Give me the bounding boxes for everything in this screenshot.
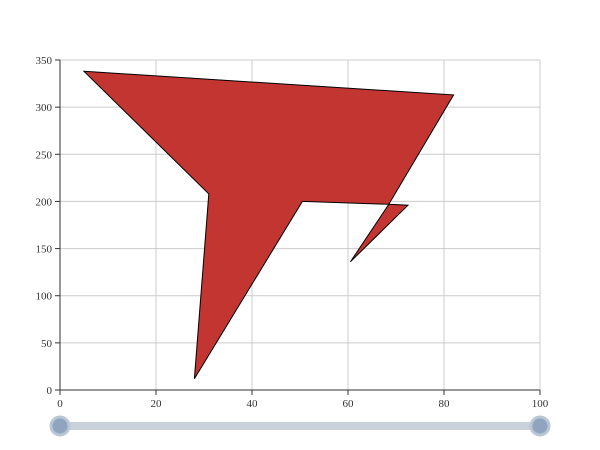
x-tick-label-60: 60 [343, 398, 355, 410]
polygon-shape [82, 70, 455, 379]
data-zoom-slider[interactable] [49, 415, 551, 437]
x-tick-label-20: 20 [151, 398, 163, 410]
y-tick-label-0: 0 [47, 385, 53, 397]
y-tick-label-100: 100 [36, 291, 53, 303]
y-tick-label-50: 50 [41, 338, 53, 350]
slider-end-handle[interactable] [529, 415, 551, 437]
x-tick-label-0: 0 [57, 398, 63, 410]
slider-start-handle[interactable] [49, 415, 71, 437]
y-tick-label-200: 200 [36, 196, 53, 208]
y-tick-label-300: 300 [36, 102, 53, 114]
x-tick-label-100: 100 [532, 398, 549, 410]
y-tick-label-150: 150 [36, 244, 53, 256]
y-tick-label-250: 250 [36, 149, 53, 161]
polygon-series [82, 70, 455, 379]
x-tick-label-40: 40 [247, 398, 259, 410]
x-tick-label-80: 80 [439, 398, 451, 410]
slider-track[interactable] [60, 422, 540, 430]
y-tick-label-350: 350 [36, 55, 53, 67]
axes: 0 50 100 150 200 250 300 350 0 20 40 60 80 100 [36, 55, 549, 410]
